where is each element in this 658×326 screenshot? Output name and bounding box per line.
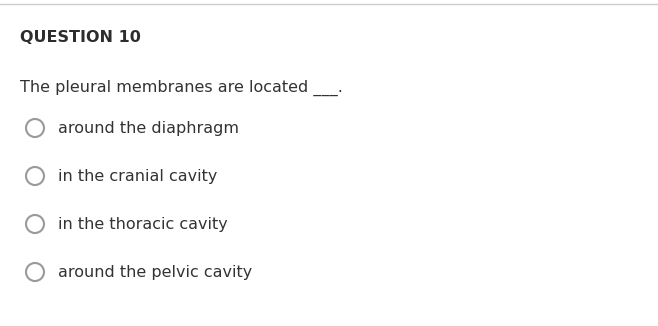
Text: in the cranial cavity: in the cranial cavity <box>58 169 217 184</box>
Text: around the pelvic cavity: around the pelvic cavity <box>58 264 252 279</box>
Text: The pleural membranes are located ___.: The pleural membranes are located ___. <box>20 80 343 96</box>
Text: around the diaphragm: around the diaphragm <box>58 121 239 136</box>
Text: in the thoracic cavity: in the thoracic cavity <box>58 216 228 231</box>
Text: QUESTION 10: QUESTION 10 <box>20 30 141 45</box>
